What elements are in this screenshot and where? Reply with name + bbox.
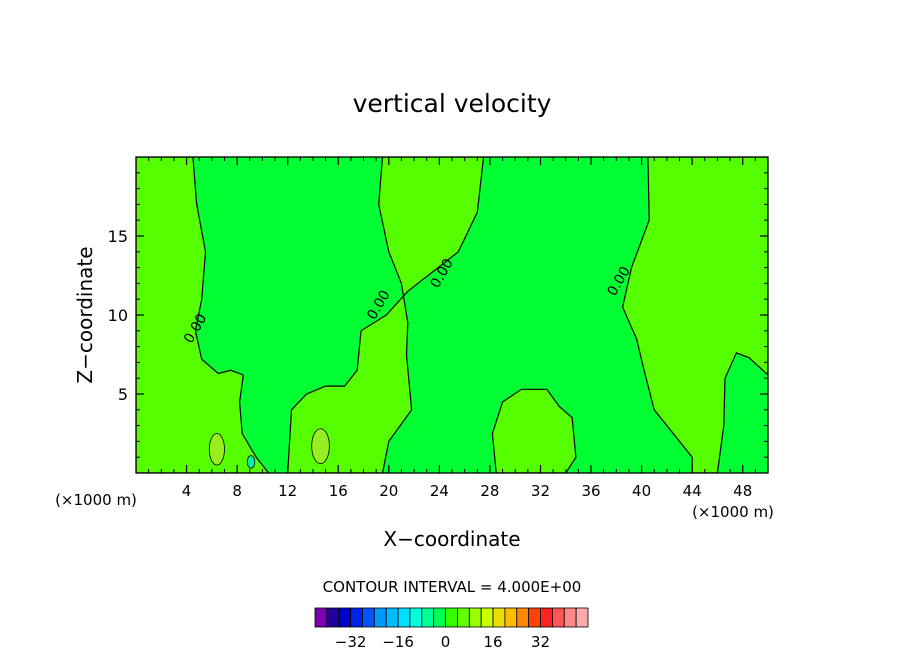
- y-axis-label: Z−coordinate: [73, 246, 97, 383]
- colorbar-swatch: [362, 607, 375, 628]
- colorbar-tick-label: 32: [531, 633, 550, 651]
- colorbar-swatch: [385, 607, 399, 628]
- colorbar-swatch: [409, 607, 423, 628]
- x-tick-label: 36: [581, 482, 600, 500]
- positive-region-center-left-band: [287, 157, 485, 473]
- colorbar: −32 −16 0 16 32: [314, 607, 589, 651]
- x-tick-label: 40: [632, 482, 651, 500]
- colorbar-swatch: [480, 607, 494, 628]
- weak-region-blob-14: [311, 428, 330, 464]
- x-tick-label: 44: [683, 482, 702, 500]
- colorbar-swatch: [433, 607, 446, 628]
- x-tick-label: 32: [531, 482, 550, 500]
- y-tick-label: 10: [108, 306, 128, 325]
- colorbar-swatch: [468, 607, 482, 628]
- colorbar-swatch: [421, 607, 435, 628]
- x-tick-label: 8: [232, 482, 242, 500]
- colorbar-swatch: [445, 607, 458, 628]
- colorbar-swatch: [350, 607, 363, 628]
- y-tick-label: 5: [118, 385, 128, 404]
- colorbar-swatch: [492, 607, 506, 628]
- colorbar-swatch: [457, 607, 470, 628]
- x-tick-label: 16: [329, 482, 348, 500]
- positive-region-left-band: [136, 157, 270, 473]
- positive-region-center-blob: [491, 388, 577, 473]
- colorbar-tick-label: 16: [483, 633, 502, 651]
- colorbar-swatch: [338, 607, 352, 628]
- y-tick-label: 15: [108, 227, 128, 246]
- weak-region-blob-6: [208, 433, 225, 466]
- colorbar-swatch: [540, 607, 553, 628]
- x-tick-label: 28: [480, 482, 499, 500]
- x-unit-left: (×1000 m): [55, 491, 137, 509]
- x-tick-label: 4: [182, 482, 192, 500]
- plot-area: 0.000.000.00 0.004 8 12 16 20 24 28 32 36 40 44 4851…: [108, 156, 769, 500]
- colorbar-swatch: [326, 607, 340, 628]
- colorbar-swatch: [397, 607, 411, 628]
- colorbar-tick-label: −32: [335, 633, 367, 651]
- colorbar-swatch: [551, 607, 565, 628]
- colorbar-swatch: [563, 607, 577, 628]
- x-tick-label: 12: [278, 482, 297, 500]
- colorbar-swatch: [575, 607, 589, 628]
- chart-title: vertical velocity: [353, 89, 552, 118]
- colorbar-swatch: [314, 607, 328, 628]
- colorbar-tick-label: 0: [441, 633, 451, 651]
- colorbar-swatch: [528, 607, 541, 628]
- colorbar-swatch: [373, 607, 387, 628]
- x-unit-right: (×1000 m): [692, 503, 774, 521]
- x-tick-label: 48: [733, 482, 752, 500]
- colorbar-tick-label: −16: [382, 633, 414, 651]
- weak-region-blob-9: [246, 455, 256, 469]
- colorbar-swatch: [516, 607, 530, 628]
- contour-interval-text: CONTOUR INTERVAL = 4.000E+00: [323, 578, 582, 596]
- x-tick-label: 20: [379, 482, 398, 500]
- colorbar-swatch: [504, 607, 518, 628]
- x-axis-label: X−coordinate: [383, 527, 520, 551]
- x-tick-label: 24: [430, 482, 449, 500]
